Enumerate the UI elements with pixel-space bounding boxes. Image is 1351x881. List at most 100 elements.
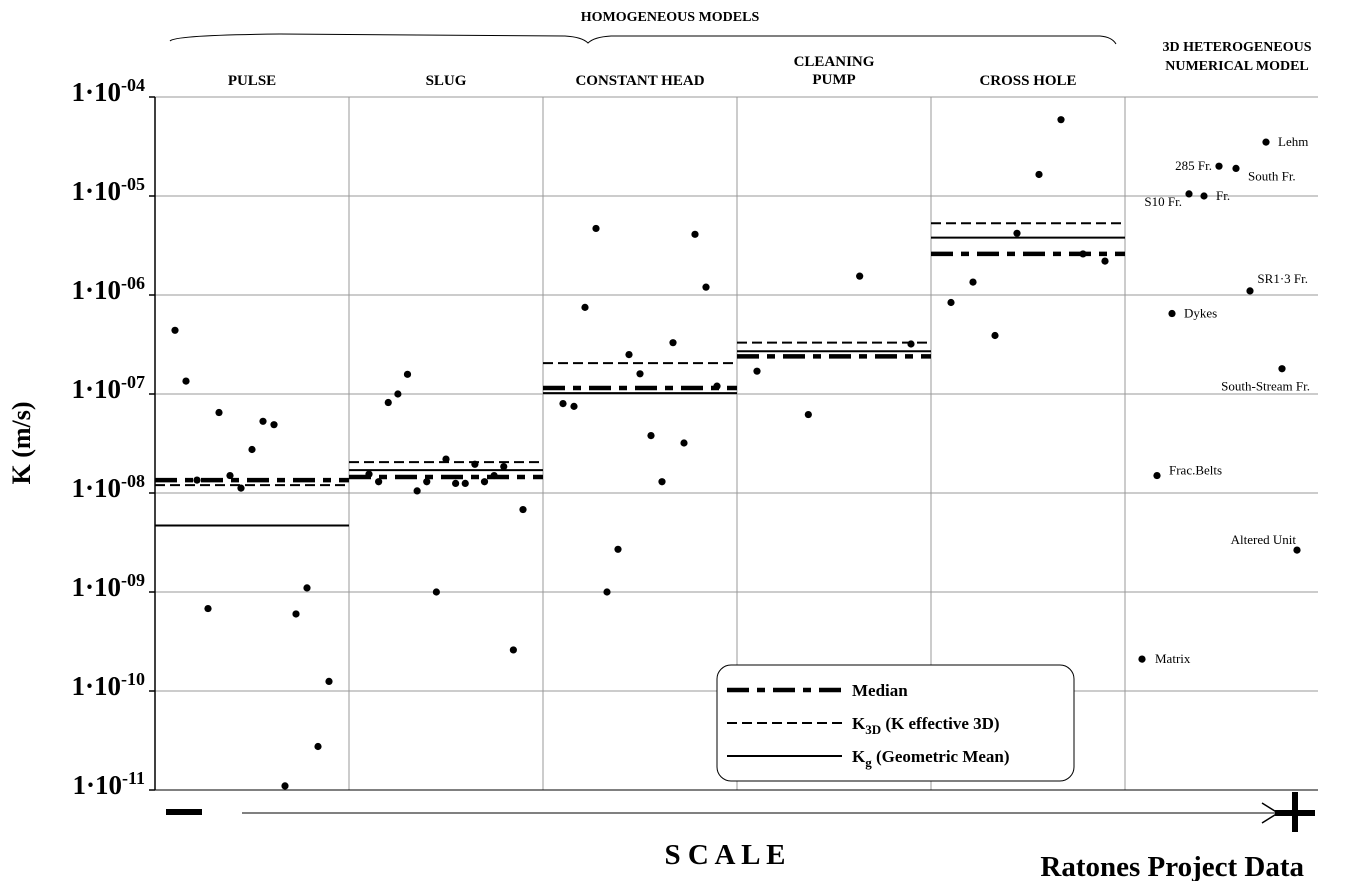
y-tick-exponent: -06 [121, 273, 145, 293]
het-point-lehm [1262, 138, 1270, 146]
point-1-11 [471, 460, 479, 468]
y-tick-label-6: 1·10-10 [71, 669, 145, 701]
het-point-dykes [1168, 309, 1176, 318]
point-0-14 [325, 677, 333, 686]
point-1-2 [384, 398, 392, 407]
het-label-matrix: Matrix [1155, 651, 1191, 666]
column-headers: HOMOGENEOUS MODELS 3D HETEROGENEOUS NUMERI… [169, 10, 1312, 89]
y-tick-base: 1·10 [71, 374, 121, 404]
point-4-3 [1013, 229, 1021, 237]
point-3-3 [907, 340, 915, 348]
legend-label-2: Kg (Geometric Mean) [852, 747, 1010, 770]
het-point-altered-unit [1293, 546, 1301, 554]
point-0-12 [303, 584, 311, 592]
group-header-heterogeneous-line2: NUMERICAL MODEL [1165, 59, 1309, 74]
point-1-7 [432, 588, 440, 596]
point-0-8 [259, 417, 267, 425]
y-tick-label-4: 1·10-08 [71, 471, 145, 503]
data-points: Lehm 285 Fr. South Fr. S10 Fr. Fr. SR1·3 Fr. D… [171, 116, 1310, 790]
legend: Median K 3D (K effective 3D) Kg (Geometric … [716, 664, 1075, 782]
group-header-heterogeneous-line1: 3D HETEROGENEOUS [1163, 40, 1312, 55]
point-4-1 [969, 278, 977, 286]
het-label-sr1-3-fr: SR1·3 Fr. [1257, 271, 1308, 286]
point-0-9 [270, 421, 278, 429]
plus-symbol-vertical [1292, 792, 1298, 832]
y-tick-exponent: -08 [121, 471, 145, 491]
y-tick-label-3: 1·10-07 [71, 372, 145, 404]
legend-description: (K effective 3D) [881, 714, 999, 733]
panel-header-cleaning-pump-line1: CLEANING [794, 54, 875, 70]
legend-subscript: g [865, 755, 872, 770]
het-label-south-fr: South Fr. [1248, 168, 1296, 183]
y-tick-label-1: 1·10-05 [71, 174, 145, 206]
point-1-4 [403, 370, 412, 378]
point-1-3 [394, 390, 402, 398]
y-tick-label-0: 1·10-04 [71, 75, 145, 107]
plot-frame [154, 97, 1318, 791]
point-4-5 [1057, 116, 1065, 124]
het-label-dykes: Dykes [1184, 306, 1217, 321]
het-point-s10-fr [1185, 190, 1193, 198]
het-point-fr [1200, 192, 1208, 200]
point-4-4 [1035, 170, 1043, 179]
y-tick-base: 1·10 [71, 176, 121, 206]
y-tick-base: 1·10 [72, 770, 122, 800]
y-tick-base: 1·10 [71, 473, 121, 503]
y-tick-base: 1·10 [71, 77, 121, 107]
point-4-7 [1101, 257, 1109, 265]
panel-header-constant-head: CONSTANT HEAD [575, 73, 704, 89]
point-2-9 [658, 478, 666, 486]
panel-header-slug: SLUG [426, 73, 467, 89]
point-0-3 [204, 604, 212, 613]
het-point-sr1-3-fr [1246, 287, 1254, 295]
point-1-0 [365, 470, 373, 478]
point-1-14 [500, 462, 508, 471]
y-tick-exponent: -07 [121, 372, 145, 392]
point-0-0 [171, 326, 179, 334]
point-0-5 [226, 471, 234, 480]
point-1-9 [452, 479, 460, 488]
point-2-11 [680, 439, 688, 447]
point-1-1 [375, 478, 383, 486]
scale-label: S C A L E [665, 839, 786, 871]
y-tick-label-2: 1·10-06 [71, 273, 145, 305]
y-tick-label-7: 1·10-11 [72, 768, 145, 800]
point-4-2 [991, 331, 999, 340]
point-2-13 [702, 283, 710, 291]
point-2-7 [636, 370, 644, 378]
point-1-15 [509, 646, 517, 654]
y-tick-label-5: 1·10-09 [71, 570, 145, 602]
point-2-2 [581, 303, 589, 311]
het-label-s10-fr: S10 Fr. [1144, 194, 1182, 209]
point-0-4 [215, 408, 223, 417]
point-2-5 [614, 545, 622, 553]
het-label-fr: Fr. [1216, 188, 1230, 203]
legend-symbol: K [852, 747, 866, 766]
homogeneous-brace [169, 33, 1117, 45]
het-point-south-fr [1232, 164, 1240, 173]
point-2-4 [603, 588, 611, 596]
footer-title: Ratones Project Data [1040, 851, 1304, 881]
point-2-6 [625, 351, 633, 359]
y-axis: 1·10-041·10-051·10-061·10-071·10-081·10-… [7, 75, 155, 800]
point-0-10 [281, 782, 289, 790]
point-2-10 [669, 339, 677, 347]
point-3-0 [753, 367, 761, 375]
point-1-13 [490, 471, 498, 480]
legend-description: (Geometric Mean) [872, 747, 1010, 766]
panel-header-cleaning-pump-line2: PUMP [812, 72, 855, 88]
point-2-14 [713, 382, 721, 390]
het-point-south-stream-fr [1278, 365, 1286, 373]
y-tick-exponent: -11 [122, 768, 145, 788]
het-label-altered-unit: Altered Unit [1231, 532, 1297, 547]
point-4-6 [1079, 250, 1087, 258]
point-1-5 [413, 487, 421, 495]
point-2-0 [559, 399, 567, 408]
het-point-frac-belts [1153, 471, 1161, 480]
legend-subscript: 3D [865, 722, 881, 737]
point-2-12 [691, 230, 699, 238]
legend-label-0: Median [852, 681, 908, 700]
point-2-8 [647, 432, 655, 440]
point-2-1 [570, 402, 578, 410]
